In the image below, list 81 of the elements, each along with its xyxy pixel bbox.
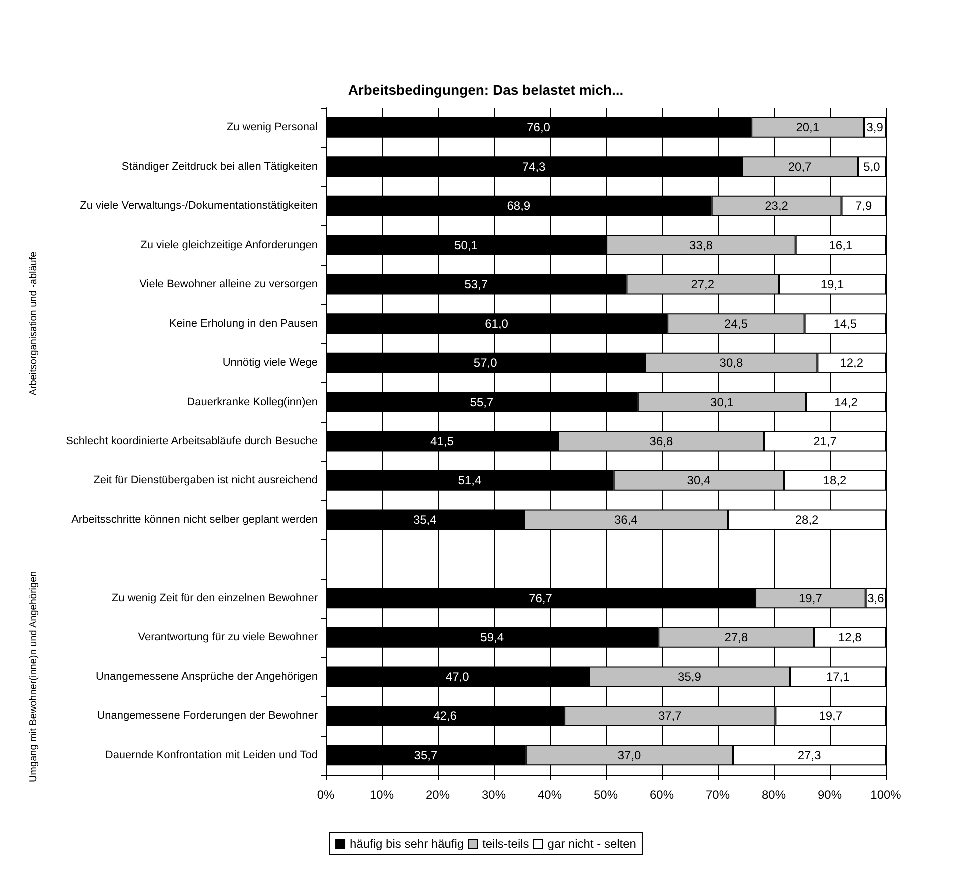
y-tick-label: Dauerkranke Kolleg(inn)en bbox=[187, 396, 318, 408]
data-label: 30,1 bbox=[710, 395, 734, 410]
chart-title: Arbeitsbedingungen: Das belastet mich... bbox=[348, 82, 624, 98]
y-tick-label: Unangemessene Forderungen der Bewohner bbox=[97, 710, 318, 722]
x-tick-label: 20% bbox=[426, 788, 450, 802]
x-tick-label: 60% bbox=[650, 788, 674, 802]
data-label: 55,7 bbox=[470, 395, 494, 410]
data-label: 19,7 bbox=[819, 709, 843, 724]
y-tick-label: Zeit für Dienstübergaben ist nicht ausreichend bbox=[94, 474, 318, 487]
data-label: 53,7 bbox=[464, 278, 488, 292]
data-label: 3,6 bbox=[868, 591, 885, 606]
legend-label: häufig bis sehr häufig bbox=[350, 837, 464, 851]
data-label: 30,4 bbox=[687, 474, 711, 488]
data-label: 14,5 bbox=[834, 316, 858, 331]
data-label: 20,7 bbox=[788, 160, 812, 174]
data-label: 35,9 bbox=[678, 670, 702, 684]
x-tick-label: 70% bbox=[706, 788, 730, 802]
data-label: 27,3 bbox=[798, 748, 822, 762]
data-label: 18,2 bbox=[823, 474, 848, 488]
y-tick-label: Schlecht koordinierte Arbeitsabläufe durch Besuche bbox=[66, 436, 318, 448]
y-tick-label: Arbeitsschritte können nicht selber geplant werden bbox=[72, 514, 318, 526]
data-label: 20,1 bbox=[796, 120, 820, 135]
data-label: 3,9 bbox=[866, 120, 884, 135]
data-label: 19,7 bbox=[799, 591, 823, 606]
y-tick-label: Zu wenig Zeit für den einzelnen Bewohner bbox=[112, 592, 318, 604]
data-label: 76,7 bbox=[529, 591, 553, 606]
data-label: 16,1 bbox=[829, 238, 853, 252]
data-label: 21,7 bbox=[814, 434, 838, 448]
data-label: 12,2 bbox=[840, 356, 864, 370]
data-label: 50,1 bbox=[454, 238, 478, 252]
data-label: 28,2 bbox=[795, 512, 820, 527]
data-label: 14,2 bbox=[834, 395, 858, 410]
data-label: 19,1 bbox=[820, 278, 845, 292]
legend-label: teils-teils bbox=[482, 837, 530, 851]
data-label: 37,0 bbox=[618, 748, 642, 762]
data-label: 17,1 bbox=[826, 670, 850, 684]
data-label: 51,4 bbox=[458, 474, 482, 488]
data-label: 27,2 bbox=[691, 278, 715, 292]
data-label: 61,0 bbox=[485, 316, 509, 331]
legend-label: gar nicht - selten bbox=[548, 837, 636, 851]
y-tick-label: Unangemessene Ansprüche der Angehörigen bbox=[96, 670, 318, 683]
data-label: 27,8 bbox=[724, 630, 748, 645]
data-label: 68,9 bbox=[507, 199, 531, 214]
x-tick-label: 50% bbox=[594, 788, 618, 802]
data-label: 59,4 bbox=[480, 630, 504, 645]
x-tick-label: 80% bbox=[762, 788, 786, 802]
y-tick-label: Verantwortung für zu viele Bewohner bbox=[138, 632, 318, 644]
x-tick-label: 10% bbox=[370, 788, 394, 802]
y-tick-label: Dauernde Konfrontation mit Leiden und Tod bbox=[105, 749, 318, 762]
data-label: 76,0 bbox=[527, 120, 551, 135]
x-tick-label: 100% bbox=[870, 788, 902, 802]
data-label: 7,9 bbox=[856, 199, 873, 214]
data-label: 42,6 bbox=[434, 709, 458, 724]
y-tick-label: Viele Bewohner alleine zu versorgen bbox=[140, 278, 318, 291]
text: Umgang mit Bewohner(inne)n und Angehörigen bbox=[28, 571, 40, 783]
data-label: 23,2 bbox=[765, 199, 789, 214]
data-label: 41,5 bbox=[430, 434, 454, 448]
y-tick-label: Zu viele gleichzeitige Anforderungen bbox=[140, 239, 318, 252]
data-label: 47,0 bbox=[446, 670, 470, 684]
data-label: 12,8 bbox=[838, 630, 862, 645]
data-label: 35,4 bbox=[413, 512, 438, 527]
text: Arbeitsorganisation und -abläufe bbox=[28, 251, 40, 396]
data-label: 57,0 bbox=[474, 356, 498, 370]
x-tick-label: 40% bbox=[538, 788, 562, 802]
data-label: 36,8 bbox=[650, 434, 674, 448]
data-label: 35,7 bbox=[414, 748, 438, 762]
x-tick-label: 0% bbox=[317, 788, 335, 802]
data-label: 5,0 bbox=[864, 160, 881, 174]
x-tick-label: 30% bbox=[482, 788, 506, 802]
data-label: 74,3 bbox=[522, 160, 546, 174]
y-tick-label: Keine Erholung in den Pausen bbox=[169, 318, 318, 330]
y-tick-label: Ständiger Zeitdruck bei allen Tätigkeiten bbox=[122, 160, 318, 173]
data-label: 24,5 bbox=[724, 316, 748, 331]
data-label: 36,4 bbox=[614, 512, 638, 527]
y-tick-label: Unnötig viele Wege bbox=[222, 357, 318, 370]
data-label: 37,7 bbox=[658, 709, 682, 724]
x-tick-label: 90% bbox=[818, 788, 842, 802]
y-tick-label: Zu viele Verwaltungs-/Dokumentationstätigkeiten bbox=[80, 200, 318, 212]
data-label: 30,8 bbox=[720, 356, 744, 370]
data-label: 33,8 bbox=[690, 238, 714, 252]
y-tick-label: Zu wenig Personal bbox=[226, 122, 318, 134]
